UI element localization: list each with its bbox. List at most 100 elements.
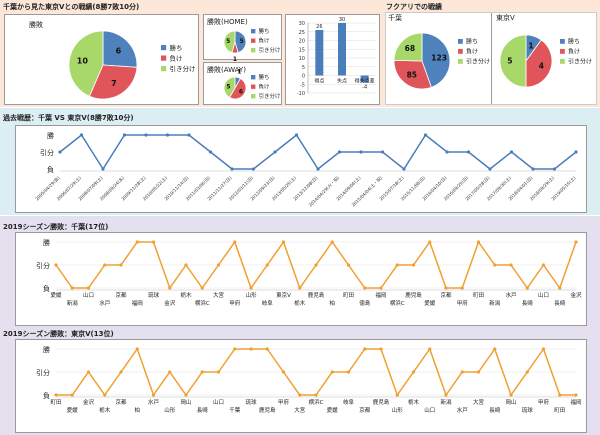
line-xtick-label: 新潟 [489,299,501,307]
line-xtick-label: 横浜C [309,398,324,406]
line-ytick-label: 負 [43,284,50,293]
line-point [265,263,269,267]
line-point [230,167,234,171]
line-xtick-label: 岐阜 [343,398,355,406]
line-xtick-label: 愛媛 [50,291,62,299]
line-xtick-label: 琉球 [245,398,257,406]
line-xtick-label: 柏 [329,299,335,307]
line-point [144,133,148,137]
line-point [476,240,481,244]
line-xtick-label: 水戸 [457,406,469,414]
bar-得失点差 [360,75,369,83]
line-xtick-label: 鹿児島 [259,406,276,414]
line-point [466,150,471,154]
pie-data-label: 1 [528,41,533,50]
legend-label: 負け [259,37,271,45]
line-point [249,347,253,351]
line-point [184,393,188,397]
pie-away-title: 勝敗(AWAY) [207,66,246,74]
line-point [488,167,492,171]
line-xtick-label: 町田 [554,407,565,414]
line-point [70,393,74,397]
line-xtick-label: 甲府 [457,299,469,307]
legend-label: 負け [170,53,183,62]
line-point [101,167,105,171]
line-xtick-label: 金沢 [164,299,176,307]
bar-category-label: 得点 [314,78,324,85]
line-point [379,286,383,290]
pie-slice-引き分け [499,34,527,88]
line-point [509,150,514,154]
line-point [552,167,557,171]
line-point [411,370,416,374]
legend-swatch-負け [560,49,565,54]
tokyov-season-title: 2019シーズン勝敗：東京V(13位) [3,330,114,338]
line-xtick-label: 水戸 [505,291,517,299]
pie-slice-負け [228,77,247,100]
tokyov-season-line-chart: 勝引分負町田愛媛金沢栃木京都柏水戸山形岡山長崎山口千葉琉球鹿児島甲府大宮横浜C愛… [36,345,582,414]
line-point [574,393,578,397]
line-xtick-label: 東京V [276,291,291,299]
bar-ytick-label: 30 [299,21,305,27]
line-point [216,263,221,267]
line-point [273,150,277,154]
legend-swatch-勝ち [161,45,167,51]
line-point [314,393,318,397]
legend-swatch-引き分け [560,59,565,64]
line-point [249,286,253,290]
line-xtick-label: 長崎 [554,299,566,307]
line-point [119,263,123,267]
history-card: 勝引分負 2005/04/29(金) 2006/07/29(土) 2008/07/09… [15,125,587,213]
chiba-season-card: 勝引分負愛媛 新潟 山口 水戸 京都 福岡 琉球 金沢 栃木 横浜C 大宮 甲府 山形 岐阜 東京V 栃木 鹿児… [15,232,587,326]
line-point [168,286,172,290]
line-point [428,240,432,244]
line-xtick-label: 鹿児島 [373,398,390,406]
line-ytick-label: 負 [47,165,54,174]
fukuari-record-title: フクアリでの戦績 [386,3,442,11]
line-point [337,150,342,154]
season-section: 2019シーズン勝敗：千葉(17位) 勝引分負愛媛 新潟 山口 水戸 京都 福岡 琉球 金沢栃… [0,216,600,435]
pie-data-label: 5 [507,57,512,66]
legend-swatch-引き分け [161,66,167,72]
line-point [168,370,172,374]
line-xtick-label: 山形 [164,406,176,414]
line-xtick-label: 福岡 [132,299,144,307]
line-xtick-label: 柏 [134,406,140,414]
line-point [251,167,256,171]
line-point [379,347,383,351]
vs-record-title: 千葉から見た東京Vとの戦績(8勝7敗10分) [3,3,140,11]
line-point [525,286,529,290]
line-xtick-label: 山口 [83,291,94,299]
line-xtick-label: 京都 [115,398,127,406]
line-xtick-label: 京都 [115,291,127,299]
bar-得点 [315,30,324,76]
line-point [541,347,546,351]
line-xtick-label: 千葉 [229,406,241,414]
fukuari-divider [491,13,492,104]
pie-slice-負け [393,59,432,90]
line-point [395,393,399,397]
line-xtick-label: 大宮 [213,291,225,299]
line-point [103,263,107,267]
line-point [346,263,351,267]
line-ytick-label: 負 [43,391,50,400]
line-xtick-label: 愛媛 [327,406,339,414]
line-point [493,263,497,267]
legend-swatch-負け [161,55,167,61]
line-point [444,393,448,397]
line-xtick-label: 金沢 [570,291,582,299]
line-xtick-label: 京都 [359,406,371,414]
line-point [574,150,578,154]
line-point [233,347,237,351]
line-point [541,263,546,267]
line-point [363,347,367,351]
pie-data-label: 5 [240,38,244,45]
line-xtick-label: 大宮 [473,398,485,406]
pie-fukuari-tokyov-title: 東京V [496,14,515,22]
line-xtick-label: 甲府 [538,398,550,406]
legend-swatch-引き分け [251,94,256,99]
line-point [314,263,318,267]
